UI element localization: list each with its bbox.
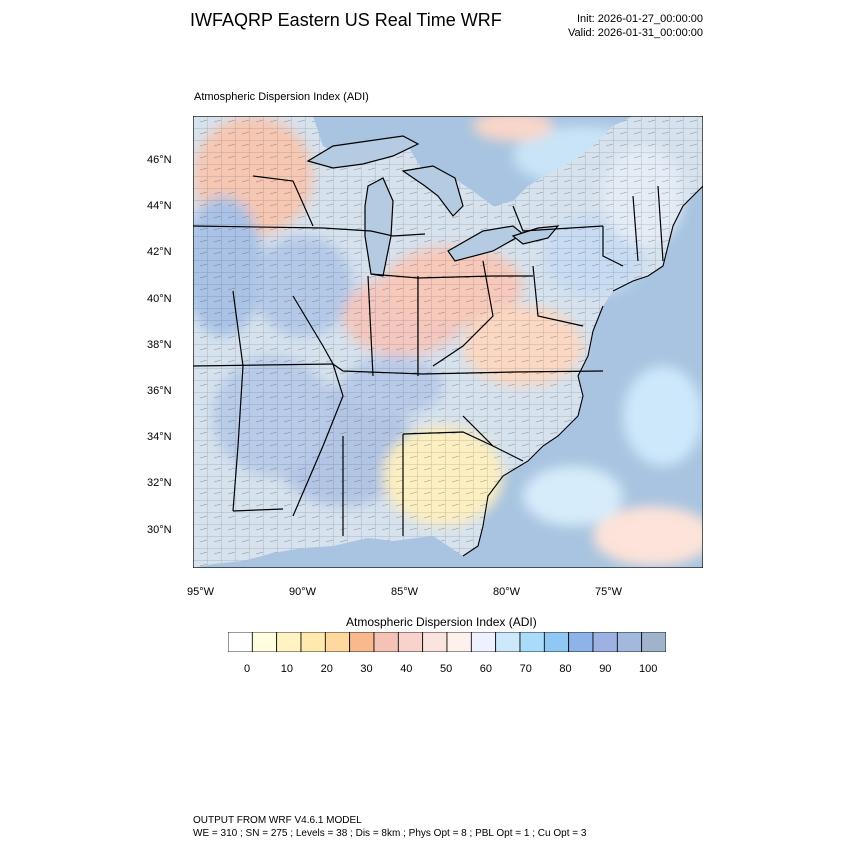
longitude-label: 95°W xyxy=(187,586,215,598)
init-time: Init: 2026-01-27_00:00:00 xyxy=(577,13,703,25)
model-info-line2: WE = 310 ; SN = 275 ; Levels = 38 ; Dis … xyxy=(193,828,587,839)
colorbar-swatch xyxy=(519,632,545,652)
colorbar-tick-label: 30 xyxy=(360,663,373,675)
state-boundaries xyxy=(193,175,664,536)
coastline xyxy=(462,305,604,557)
coastline-northeast xyxy=(612,185,703,292)
colorbar-swatch xyxy=(446,632,472,652)
colorbar-swatch xyxy=(641,632,666,652)
colorbar-tick-label: 10 xyxy=(280,663,294,675)
colorbar-tick-label: 60 xyxy=(479,663,493,675)
latitude-label: 30°N xyxy=(147,523,172,536)
map-panel xyxy=(193,116,703,568)
colorbar-swatch xyxy=(300,632,326,652)
colorbar-swatch xyxy=(543,632,570,652)
latitude-label: 32°N xyxy=(147,477,172,490)
latitude-label: 40°N xyxy=(147,292,172,305)
colorbar-tick-label: 80 xyxy=(559,663,572,675)
county-boundaries xyxy=(193,116,703,568)
colorbar-swatch xyxy=(592,632,618,652)
map-title: IWFAQRP Eastern US Real Time WRF xyxy=(190,10,502,30)
latitude-label: 34°N xyxy=(147,431,172,444)
field-title: Atmospheric Dispersion Index (ADI) xyxy=(194,91,369,103)
model-info-line1: OUTPUT FROM WRF V4.6.1 MODEL xyxy=(193,815,362,826)
latitude-label: 46°N xyxy=(147,154,172,166)
colorbar-tick-label: 70 xyxy=(519,663,532,675)
latitude-label: 36°N xyxy=(147,385,172,397)
latitude-label: 38°N xyxy=(147,338,172,351)
colorbar-title: Atmospheric Dispersion Index (ADI) xyxy=(346,615,537,629)
longitude-label: 75°W xyxy=(595,586,623,598)
colorbar-swatch xyxy=(495,632,521,652)
colorbar-swatch xyxy=(276,632,302,652)
great-lakes xyxy=(306,135,560,277)
longitude-label: 80°W xyxy=(493,586,521,598)
colorbar-swatch xyxy=(568,632,594,652)
latitude-label: 44°N xyxy=(147,200,172,213)
longitude-label: 90°W xyxy=(289,586,317,598)
longitude-label: 85°W xyxy=(391,586,419,598)
valid-time: Valid: 2026-01-31_00:00:00 xyxy=(568,27,703,39)
colorbar-swatch xyxy=(397,632,424,652)
colorbar-swatch xyxy=(616,632,643,652)
colorbar-tick-label: 100 xyxy=(639,663,658,675)
colorbar-swatch xyxy=(470,632,497,652)
colorbar-tick-label: 0 xyxy=(244,663,251,675)
colorbar-swatch xyxy=(422,632,448,652)
colorbar-swatch xyxy=(228,632,253,652)
colorbar-swatch xyxy=(324,632,351,652)
colorbar-swatch xyxy=(251,632,278,652)
colorbar-tick-label: 20 xyxy=(320,663,333,675)
colorbar xyxy=(228,632,666,652)
colorbar-swatch xyxy=(373,632,399,652)
colorbar-tick-label: 50 xyxy=(440,663,453,675)
colorbar-tick-label: 90 xyxy=(599,663,612,675)
colorbar-swatch xyxy=(349,632,375,652)
latitude-label: 42°N xyxy=(147,246,172,259)
colorbar-tick-label: 40 xyxy=(400,663,413,675)
